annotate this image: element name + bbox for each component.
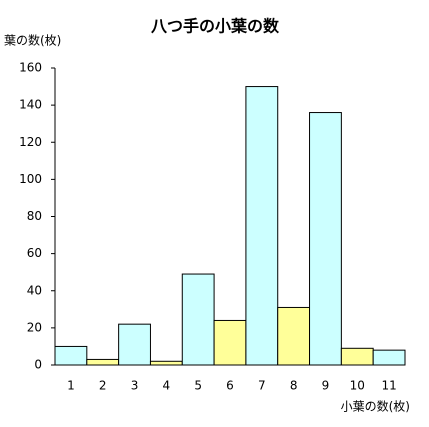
bar <box>245 86 279 366</box>
x-tick-label: 9 <box>322 379 330 393</box>
chart-title: 八つ手の小葉の数 <box>150 17 280 36</box>
y-tick-label: 140 <box>19 98 42 112</box>
bar <box>372 349 406 366</box>
y-axis-label: 葉の数(枚) <box>4 33 61 48</box>
y-tick-label: 80 <box>27 209 42 223</box>
y-tick-label: 20 <box>27 320 42 334</box>
x-tick-label: 3 <box>131 379 139 393</box>
x-tick-label: 6 <box>226 379 234 393</box>
x-tick-label: 1 <box>67 379 75 393</box>
y-tick-label: 100 <box>19 172 42 186</box>
y-tick-label: 160 <box>19 61 42 75</box>
x-tick-label: 5 <box>194 379 202 393</box>
bar <box>118 323 151 366</box>
y-tick-label: 0 <box>34 358 42 372</box>
x-tick-label: 7 <box>258 379 266 393</box>
bar <box>340 347 374 366</box>
x-tick-label: 8 <box>290 379 298 393</box>
y-tick-label: 120 <box>19 135 42 149</box>
x-tick-label: 2 <box>99 379 107 393</box>
bar <box>149 360 183 366</box>
x-axis-label: 小葉の数(枚) <box>341 399 410 414</box>
x-tick-label: 4 <box>163 379 171 393</box>
bar <box>54 345 88 366</box>
bar <box>213 319 247 366</box>
bar <box>181 273 215 366</box>
bar <box>86 358 120 366</box>
x-tick-label: 10 <box>350 379 365 393</box>
x-tick-label: 11 <box>381 379 396 393</box>
y-tick-label: 60 <box>27 246 42 260</box>
y-tick-label: 40 <box>27 283 42 297</box>
bar <box>309 112 342 366</box>
bar <box>277 306 311 366</box>
